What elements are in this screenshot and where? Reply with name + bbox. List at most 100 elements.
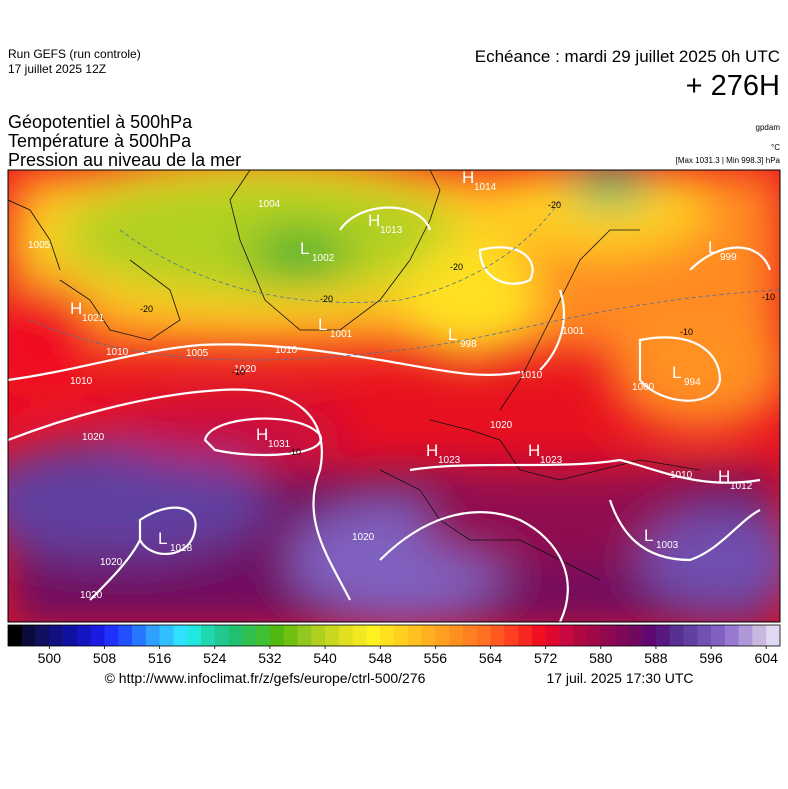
color-swatch bbox=[90, 625, 105, 646]
isobar-label: 1010 bbox=[106, 347, 129, 358]
pressure-center-kind: H bbox=[256, 425, 268, 444]
pressure-center-value: 1001 bbox=[330, 329, 353, 340]
color-swatch bbox=[187, 625, 202, 646]
colorbar-tick-label: 604 bbox=[755, 650, 779, 666]
pressure-center-value: 1018 bbox=[170, 543, 193, 554]
pressure-center-value: 1021 bbox=[82, 313, 105, 324]
map-frame bbox=[7, 169, 781, 623]
pressure-center-value: 1012 bbox=[730, 481, 753, 492]
color-swatch bbox=[132, 625, 147, 646]
color-swatch bbox=[724, 625, 739, 646]
temperature-label: -10 bbox=[288, 447, 301, 457]
temperature-label: -20 bbox=[140, 304, 153, 314]
isobar-label: 1010 bbox=[520, 370, 543, 381]
pressure-center-kind: H bbox=[426, 441, 438, 460]
title-geopotential: Géopotentiel à 500hPa bbox=[8, 112, 193, 132]
isobar-label: 1005 bbox=[186, 348, 209, 359]
isobar-label: 1005 bbox=[28, 240, 51, 251]
colorbar-tick-label: 556 bbox=[424, 650, 448, 666]
color-swatch bbox=[490, 625, 505, 646]
colorbar-tick-label: 508 bbox=[93, 650, 117, 666]
color-swatch bbox=[669, 625, 684, 646]
color-swatch bbox=[173, 625, 188, 646]
color-swatch bbox=[311, 625, 326, 646]
color-swatch bbox=[655, 625, 671, 646]
isobar-label: 1020 bbox=[82, 432, 105, 443]
colorbar-frame bbox=[7, 624, 781, 647]
run-date: 17 juillet 2025 12Z bbox=[8, 62, 106, 76]
color-swatch bbox=[242, 625, 257, 646]
color-swatch bbox=[752, 625, 767, 646]
color-swatch bbox=[435, 625, 450, 646]
isobar-label: 1020 bbox=[80, 590, 103, 601]
pressure-center-kind: L bbox=[300, 239, 309, 258]
isobar-label: 1020 bbox=[490, 420, 513, 431]
color-swatch bbox=[21, 625, 36, 646]
color-swatch bbox=[683, 625, 698, 646]
colorbar-tick-label: 564 bbox=[479, 650, 503, 666]
colorbar-tick-label: 572 bbox=[534, 650, 558, 666]
color-swatch bbox=[394, 625, 409, 646]
color-swatch bbox=[228, 625, 243, 646]
colorbar-tick-label: 532 bbox=[258, 650, 282, 666]
isobar-label: 1020 bbox=[352, 532, 375, 543]
temperature-label: -20 bbox=[548, 200, 561, 210]
color-swatch bbox=[35, 625, 50, 646]
pressure-center-value: 1023 bbox=[540, 455, 563, 466]
colorbar-tick-label: 540 bbox=[313, 650, 337, 666]
pressure-center-kind: L bbox=[158, 529, 167, 548]
isobar-label: 1010 bbox=[670, 470, 693, 481]
pressure-center-kind: L bbox=[448, 325, 457, 344]
pressure-center-value: 1023 bbox=[438, 455, 461, 466]
pressure-center-kind: H bbox=[528, 441, 540, 460]
color-swatch bbox=[711, 625, 726, 646]
color-swatch bbox=[642, 625, 657, 646]
isobar-label: 1020 bbox=[100, 557, 123, 568]
isobar-label: 1010 bbox=[275, 345, 298, 356]
isobar-label: 1004 bbox=[258, 199, 281, 210]
pressure-center-value: 1013 bbox=[380, 225, 403, 236]
temperature-label: -10 bbox=[232, 367, 245, 377]
color-swatch bbox=[269, 625, 285, 646]
color-swatch bbox=[518, 625, 533, 646]
pressure-center-value: 1031 bbox=[268, 439, 291, 450]
pressure-center-kind: H bbox=[70, 299, 82, 318]
pressure-center-kind: H bbox=[718, 467, 730, 486]
color-swatch bbox=[614, 625, 629, 646]
color-swatch bbox=[545, 625, 560, 646]
pressure-center-value: 1002 bbox=[312, 253, 335, 264]
color-swatch bbox=[352, 625, 367, 646]
lead-time: + 276H bbox=[686, 70, 780, 102]
title-temperature: Température à 500hPa bbox=[8, 131, 192, 151]
color-swatch bbox=[628, 625, 643, 646]
color-swatch bbox=[531, 625, 546, 646]
color-swatch bbox=[338, 625, 353, 646]
unit-hpa: [Max 1031.3 | Min 998.3] hPa bbox=[676, 156, 781, 165]
color-swatch bbox=[283, 625, 298, 646]
color-swatch bbox=[380, 625, 395, 646]
isobar-label: 1001 bbox=[562, 326, 585, 337]
run-name: Run GEFS (run controle) bbox=[8, 47, 141, 61]
color-swatch bbox=[214, 625, 229, 646]
issued: 17 juil. 2025 17:30 UTC bbox=[546, 670, 693, 686]
color-swatch bbox=[600, 625, 615, 646]
color-swatch bbox=[104, 625, 119, 646]
colorbar-tick-label: 500 bbox=[38, 650, 62, 666]
pressure-center-kind: L bbox=[318, 315, 327, 334]
temperature-label: -20 bbox=[450, 262, 463, 272]
color-swatch bbox=[462, 625, 478, 646]
title-pressure: Pression au niveau de la mer bbox=[8, 150, 241, 170]
pressure-center-value: 999 bbox=[720, 252, 737, 263]
temperature-label: -10 bbox=[762, 292, 775, 302]
color-swatch bbox=[738, 625, 753, 646]
color-swatch bbox=[145, 625, 160, 646]
color-swatch bbox=[201, 625, 216, 646]
color-swatch bbox=[297, 625, 312, 646]
pressure-center-value: 1003 bbox=[656, 540, 679, 551]
color-swatch bbox=[118, 625, 133, 646]
colorbar-tick-label: 524 bbox=[203, 650, 227, 666]
color-swatch bbox=[476, 625, 491, 646]
color-swatch bbox=[63, 625, 78, 646]
temperature-label: -20 bbox=[320, 294, 333, 304]
